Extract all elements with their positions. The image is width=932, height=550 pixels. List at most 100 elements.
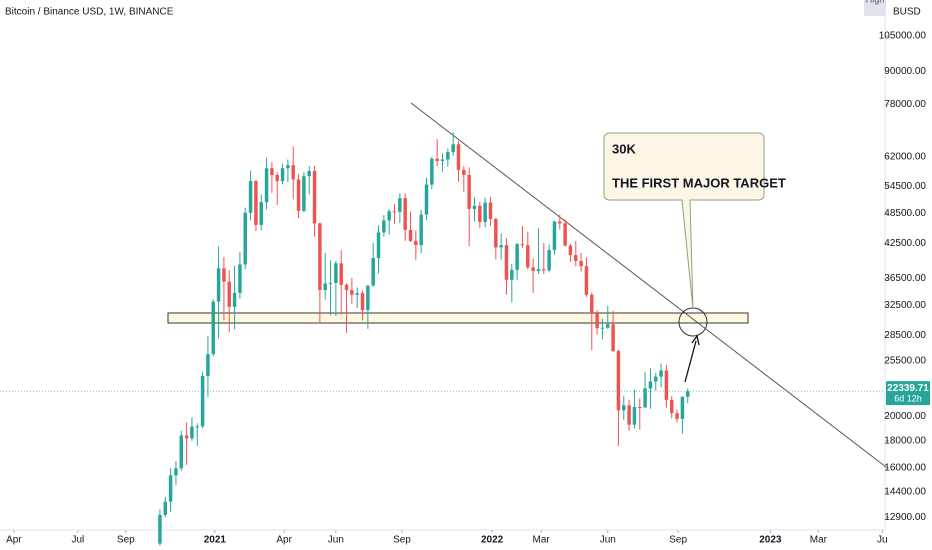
y-tick-label: 28500.00 bbox=[884, 330, 926, 341]
arrow-shaft bbox=[684, 340, 697, 383]
candle-body bbox=[259, 202, 263, 225]
candle-body bbox=[371, 258, 375, 286]
candle-body bbox=[222, 268, 226, 282]
candle-body bbox=[424, 184, 429, 215]
candle-body bbox=[291, 165, 295, 180]
y-tick-label: 78000.00 bbox=[884, 99, 926, 110]
candle-body bbox=[350, 290, 354, 295]
candle-body bbox=[190, 426, 194, 439]
candle-body bbox=[664, 370, 669, 400]
candle-body bbox=[312, 170, 317, 224]
candle-body bbox=[654, 376, 658, 382]
x-tick-label: 2021 bbox=[204, 535, 227, 546]
y-tick-label: 16000.00 bbox=[884, 462, 926, 473]
candle-body bbox=[275, 174, 279, 182]
candle-body bbox=[264, 168, 269, 203]
candle-body bbox=[568, 245, 573, 256]
candle-body bbox=[366, 285, 370, 311]
candle-body bbox=[323, 283, 327, 291]
candle-body bbox=[515, 244, 519, 270]
x-tick-label: Mar bbox=[810, 535, 828, 546]
candle-body bbox=[595, 313, 599, 329]
candle-body bbox=[531, 267, 535, 272]
candle-body bbox=[344, 284, 349, 291]
candle-body bbox=[355, 293, 359, 295]
candle-body bbox=[440, 159, 445, 161]
high-badge bbox=[864, 0, 886, 16]
candle-body bbox=[328, 282, 333, 284]
y-tick-label: 32500.00 bbox=[884, 300, 926, 311]
candle-body bbox=[590, 294, 594, 314]
candle-body bbox=[632, 406, 637, 425]
candle-body bbox=[179, 435, 183, 469]
candle-body bbox=[520, 244, 525, 246]
candle-body bbox=[563, 223, 567, 246]
candle-body bbox=[174, 468, 178, 476]
candle-body bbox=[392, 211, 397, 213]
candle-body bbox=[456, 144, 461, 170]
candle-body bbox=[574, 255, 578, 261]
y-tick-label: 90000.00 bbox=[884, 66, 926, 77]
candle-body bbox=[488, 202, 493, 219]
y-tick-label: 48500.00 bbox=[884, 208, 926, 219]
candle-body bbox=[408, 229, 413, 241]
candle-body bbox=[526, 245, 530, 268]
x-tick-label: Sep bbox=[393, 535, 411, 546]
y-tick-label: 12900.00 bbox=[884, 512, 926, 523]
candle-body bbox=[627, 405, 631, 425]
candles bbox=[158, 132, 690, 546]
high-label: High bbox=[866, 0, 885, 4]
candle-body bbox=[499, 245, 503, 248]
candle-body bbox=[504, 245, 509, 280]
x-tick-label: 2022 bbox=[481, 535, 504, 546]
candle-body bbox=[318, 223, 322, 291]
x-tick-label: Apr bbox=[276, 535, 292, 546]
y-tick-label: 25500.00 bbox=[884, 355, 926, 366]
x-tick-label: Jun bbox=[328, 535, 344, 546]
candle-body bbox=[211, 301, 215, 355]
x-tick-label: Jun bbox=[600, 535, 616, 546]
candle-body bbox=[478, 205, 482, 222]
candle-body bbox=[403, 198, 407, 230]
x-tick-label: Mar bbox=[533, 535, 551, 546]
candle-body bbox=[254, 181, 258, 225]
arrow-head bbox=[691, 334, 700, 346]
candle-body bbox=[579, 260, 583, 267]
y-tick-label: 42500.00 bbox=[884, 238, 926, 249]
annotation-box bbox=[603, 132, 765, 310]
candle-body bbox=[296, 179, 301, 211]
y-tick-label: 54500.00 bbox=[884, 181, 926, 192]
candle-body bbox=[483, 202, 487, 222]
candle-body bbox=[584, 266, 589, 295]
candle-body bbox=[670, 399, 674, 414]
countdown-label: 6d 12h bbox=[894, 394, 922, 404]
candle-body bbox=[248, 181, 253, 213]
y-tick-label: 62000.00 bbox=[884, 152, 926, 163]
y-tick-label: 105000.00 bbox=[879, 31, 927, 42]
candle-body bbox=[339, 263, 343, 285]
candle-body bbox=[232, 292, 237, 307]
candle-body bbox=[552, 221, 557, 251]
candle-body bbox=[238, 264, 242, 293]
candle-body bbox=[206, 354, 210, 377]
candle-body bbox=[216, 268, 221, 302]
candle-body bbox=[430, 158, 434, 185]
candle-body bbox=[542, 269, 546, 271]
candle-body bbox=[558, 221, 562, 224]
x-tick-label: Sep bbox=[117, 535, 135, 546]
candle-body bbox=[462, 169, 466, 175]
candle-body bbox=[419, 214, 423, 246]
candle-body bbox=[360, 293, 365, 311]
candle-body bbox=[547, 250, 551, 271]
candle-body bbox=[387, 211, 391, 221]
candle-body bbox=[200, 376, 205, 427]
y-tick-label: 20000.00 bbox=[884, 411, 926, 422]
candle-body bbox=[536, 269, 541, 272]
last-price-label: 22339.71 bbox=[887, 383, 929, 394]
candle-body bbox=[622, 405, 626, 411]
candle-body bbox=[286, 165, 290, 169]
candle-body bbox=[446, 152, 450, 160]
support-zone bbox=[167, 312, 749, 324]
